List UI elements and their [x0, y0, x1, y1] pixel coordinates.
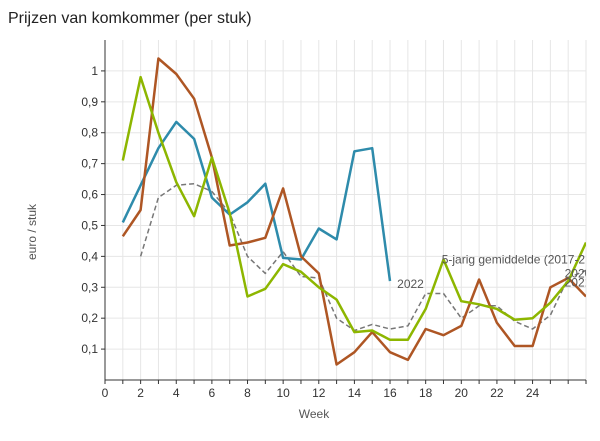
y-tick-label: 0,9	[81, 95, 98, 109]
x-tick-label: 24	[526, 386, 540, 400]
x-tick-label: 0	[102, 386, 109, 400]
y-tick-label: 0,3	[81, 280, 98, 294]
series-lines	[121, 57, 586, 366]
x-tick-label: 22	[490, 386, 504, 400]
x-tick-label: 6	[209, 386, 216, 400]
x-axis-title: Week	[299, 407, 330, 421]
chart-title: Prijzen van komkommer (per stuk)	[8, 10, 252, 27]
y-tick-label: 0,8	[81, 126, 98, 140]
series-label-1: 2022	[397, 277, 424, 291]
y-tick-label: 1	[91, 64, 98, 78]
x-tick-label: 18	[419, 386, 433, 400]
y-tick-label: 0,5	[81, 218, 98, 232]
gridlines	[104, 40, 587, 380]
x-tick-label: 10	[276, 386, 290, 400]
x-tick-label: 2	[137, 386, 144, 400]
y-tick-label: 0,1	[81, 342, 98, 356]
series-line-2	[121, 57, 586, 366]
x-tick-label: 16	[383, 386, 397, 400]
x-tick-label: 12	[312, 386, 326, 400]
axes: 0 2 4 6 8 10 12 14 16 18 20 22 240,10,20,30,40,50,60…	[81, 40, 587, 400]
y-axis-title: euro / stuk	[25, 203, 39, 260]
y-tick-label: 0,6	[81, 188, 98, 202]
y-tick-label: 0,7	[81, 157, 98, 171]
series-label-2: 2020	[565, 266, 592, 280]
y-tick-label: 0,4	[81, 249, 98, 263]
y-tick-label: 0,2	[81, 311, 98, 325]
x-tick-label: 4	[173, 386, 180, 400]
series-label-0: 5-jarig gemiddelde (2017-2	[442, 252, 586, 266]
x-tick-label: 14	[348, 386, 362, 400]
x-tick-label: 20	[455, 386, 469, 400]
series-line-1	[121, 120, 392, 282]
x-tick-label: 8	[244, 386, 251, 400]
series-label-3: 2021	[565, 276, 592, 290]
series-line-3	[121, 75, 586, 342]
